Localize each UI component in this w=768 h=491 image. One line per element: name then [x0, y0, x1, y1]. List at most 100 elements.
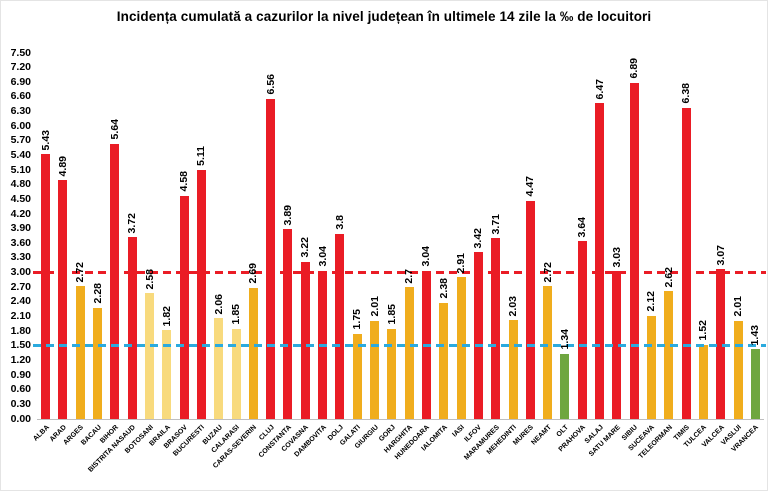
- bar-value-label: 2.72: [74, 261, 87, 283]
- bar-value-label: 2.69: [247, 263, 260, 284]
- bar-mehedinti: [508, 319, 518, 419]
- bar-bucuresti: [196, 169, 206, 419]
- ytick-label: 6.90: [10, 75, 31, 88]
- ytick-label: 2.10: [10, 310, 31, 323]
- bar-cluj: [266, 98, 276, 419]
- bar-prahova: [577, 241, 587, 419]
- bar-valcea: [716, 269, 726, 419]
- ytick-label: 3.30: [10, 251, 31, 264]
- bar-value-label: 2.62: [662, 266, 675, 288]
- bar-value-label: 3.04: [420, 246, 433, 267]
- bar-value-label: 2.91: [455, 252, 468, 273]
- y-axis: 0.00 0.30 0.60 0.90 1.20 1.50 1.80 2.10 2.40 2.70…: [1, 47, 32, 425]
- bar-botosani: [145, 293, 154, 419]
- bar-suceava: [646, 315, 656, 419]
- bar-iasi: [456, 277, 466, 419]
- bar-tulcea: [698, 344, 708, 419]
- bar-arad: [58, 180, 68, 419]
- bar-value-label: 2.03: [507, 295, 519, 316]
- bar-value-label: 3.71: [489, 213, 502, 234]
- bar-value-label: 3.07: [714, 244, 727, 266]
- bar-harghita: [404, 287, 414, 419]
- bar-value-label: 3.64: [576, 216, 589, 238]
- ytick-label: 7.50: [10, 46, 31, 59]
- bar-olt: [560, 353, 570, 419]
- bar-value-label: 6.89: [628, 58, 641, 79]
- bar-ilfov: [473, 252, 483, 419]
- ytick-label: 1.80: [10, 324, 31, 337]
- bar-value-label: 4.89: [56, 155, 69, 177]
- bar-value-label: 3.8: [333, 214, 346, 230]
- bar-bacau: [93, 307, 103, 419]
- bar-ialomita: [439, 302, 449, 419]
- ytick-label: 0.30: [10, 397, 31, 410]
- bar-dolj: [335, 233, 345, 419]
- ytick-label: 5.40: [10, 148, 31, 161]
- bar-arges: [75, 286, 85, 419]
- bar-teleorman: [664, 291, 674, 419]
- bar-galati: [352, 333, 362, 419]
- bar-value-label: 2.01: [732, 296, 745, 317]
- bar-alba: [41, 154, 51, 419]
- plot-area: 5.43 4.89 2.72 2.28 5.64 3.72 2.58 1.82 4.58 5.11…: [33, 53, 766, 420]
- bar-value-label: 3.89: [281, 204, 294, 226]
- bar-value-label: 1.34: [558, 329, 571, 350]
- bar-value-label: 5.43: [39, 129, 52, 151]
- bar-value-label: 2.72: [541, 261, 554, 283]
- ytick-label: 1.20: [10, 353, 31, 366]
- bar-giurgiu: [370, 320, 380, 419]
- bar-value-label: 3.04: [316, 246, 329, 267]
- chart-title: Incidența cumulată a cazurilor la nivel …: [116, 9, 652, 24]
- ytick-label: 6.60: [10, 90, 31, 103]
- ytick-label: 2.70: [10, 280, 31, 293]
- bar-value-label: 4.58: [178, 171, 191, 192]
- threshold-line-3: [33, 271, 766, 275]
- bar-value-label: 5.64: [108, 119, 121, 140]
- x-axis: ALBA ARAD ARGES BACAU BIHOR BISTRITA NASAUD BO…: [32, 421, 764, 490]
- bar-neamt: [543, 286, 553, 419]
- bar-value-label: 2.7: [403, 268, 416, 284]
- bar-covasna: [300, 261, 310, 419]
- ytick-label: 5.70: [10, 134, 31, 147]
- bar-sibiu: [629, 82, 639, 419]
- bar-constanta: [283, 229, 293, 419]
- bar-value-label: 6.47: [593, 78, 606, 100]
- ytick-label: 5.10: [10, 163, 31, 176]
- ytick-label: 3.90: [10, 222, 31, 235]
- bar-braila: [162, 330, 172, 419]
- bar-value-label: 1.85: [385, 304, 398, 325]
- ytick-label: 6.30: [10, 105, 31, 118]
- bar-calarasi: [231, 328, 241, 419]
- bar-value-label: 2.01: [368, 296, 381, 317]
- bar-value-label: 5.11: [195, 145, 208, 166]
- bar-value-label: 2.58: [143, 268, 156, 290]
- bar-value-label: 2.12: [645, 291, 658, 312]
- ytick-label: 6.00: [10, 119, 31, 132]
- bar-caras-severin: [248, 287, 258, 419]
- bar-vaslui: [733, 320, 743, 419]
- bar-mures: [525, 200, 535, 419]
- ytick-label: 0.60: [10, 383, 31, 396]
- ytick-label: 3.00: [10, 266, 31, 279]
- bar-bihor: [110, 143, 120, 419]
- bar-gorj: [387, 328, 397, 419]
- ytick-label: 0.00: [10, 412, 31, 425]
- bar-brasov: [179, 195, 189, 419]
- ytick-label: 4.80: [10, 178, 31, 191]
- bar-maramures: [491, 237, 501, 419]
- bar-vrancea: [750, 349, 760, 419]
- bar-bistrita-nasaud: [127, 237, 137, 419]
- threshold-line-1.5: [33, 344, 766, 348]
- bar-value-label: 1.75: [351, 309, 364, 330]
- ytick-label: 0.90: [10, 368, 31, 381]
- bar-value-label: 1.52: [697, 320, 710, 341]
- bar-value-label: 6.38: [680, 83, 693, 104]
- bar-value-label: 1.82: [160, 305, 173, 327]
- ytick-label: 3.60: [10, 236, 31, 249]
- bar-buzau: [214, 318, 224, 419]
- bar-value-label: 2.38: [437, 278, 450, 299]
- bar-value-label: 4.47: [524, 176, 537, 197]
- bar-value-label: 1.85: [230, 304, 243, 325]
- bar-value-label: 3.72: [126, 213, 139, 234]
